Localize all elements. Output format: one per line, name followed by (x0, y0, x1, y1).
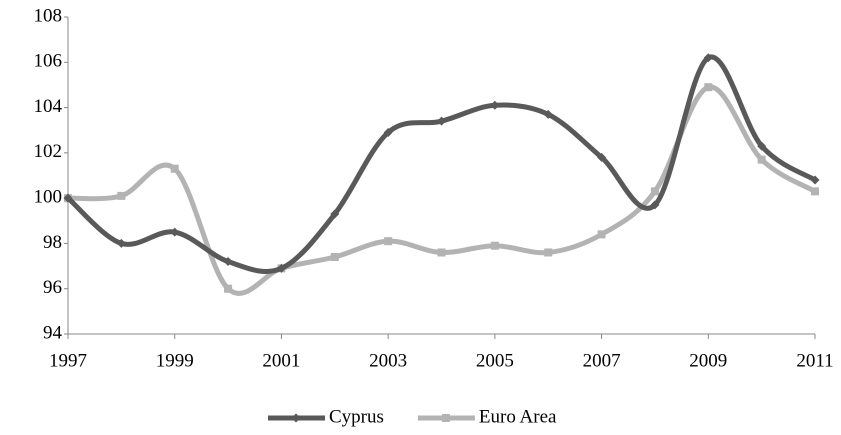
x-tick-label: 2001 (262, 350, 300, 371)
marker (223, 257, 233, 267)
marker (437, 116, 446, 126)
x-tick-label: 2009 (689, 350, 727, 371)
marker (650, 200, 660, 210)
y-tick-label: 108 (34, 5, 63, 26)
legend-label: Euro Area (479, 406, 557, 427)
marker (810, 175, 820, 185)
x-tick-label: 2005 (476, 350, 514, 371)
legend-label: Cyprus (329, 406, 384, 427)
marker (291, 413, 301, 423)
y-tick-label: 94 (43, 322, 63, 343)
x-tick-label: 2011 (796, 350, 833, 371)
y-tick-label: 102 (34, 141, 63, 162)
marker (437, 248, 446, 257)
x-tick-label: 2003 (369, 350, 407, 371)
marker (650, 187, 659, 196)
marker (384, 237, 393, 246)
marker (597, 230, 606, 239)
y-tick-label: 104 (34, 96, 63, 117)
marker (704, 83, 713, 92)
marker (757, 155, 766, 164)
marker (224, 284, 233, 293)
marker (170, 164, 179, 173)
marker (330, 253, 339, 262)
marker (116, 238, 126, 248)
marker (276, 263, 286, 273)
y-tick-label: 106 (34, 51, 63, 72)
marker (170, 227, 180, 237)
marker (490, 241, 499, 250)
marker (441, 414, 450, 422)
y-tick-label: 96 (43, 277, 62, 298)
marker (544, 248, 553, 257)
marker (330, 209, 340, 219)
marker (117, 191, 126, 200)
marker (63, 193, 73, 203)
x-tick-label: 2007 (583, 350, 621, 371)
marker (490, 100, 500, 110)
marker (811, 187, 819, 196)
marker (543, 109, 553, 119)
y-tick-label: 98 (43, 232, 62, 253)
marker (597, 152, 607, 162)
marker (703, 53, 713, 63)
y-tick-label: 100 (34, 187, 63, 208)
x-tick-label: 1997 (49, 350, 87, 371)
marker (383, 127, 393, 137)
marker (757, 141, 767, 151)
x-tick-label: 1999 (156, 350, 194, 371)
